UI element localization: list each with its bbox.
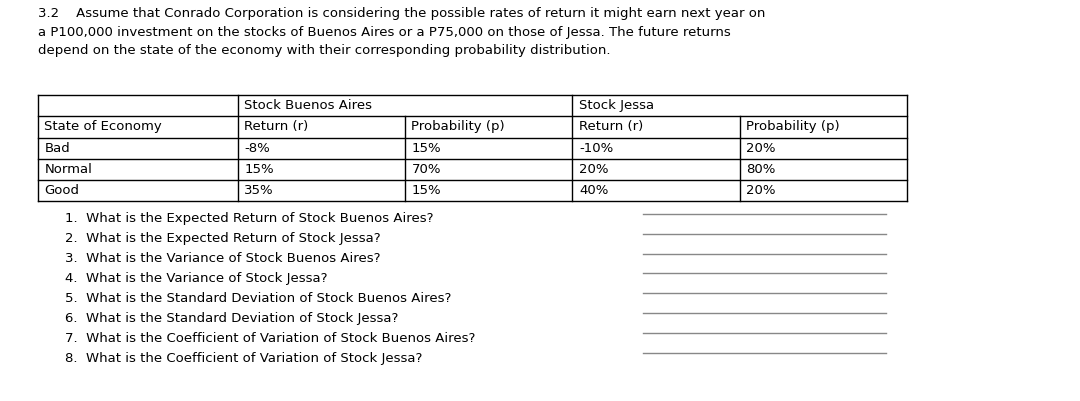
Text: Probability (p): Probability (p)	[411, 120, 505, 134]
Text: Return (r): Return (r)	[579, 120, 643, 134]
Text: 1.  What is the Expected Return of Stock Buenos Aires?: 1. What is the Expected Return of Stock …	[65, 212, 433, 225]
Text: Good: Good	[44, 184, 79, 197]
Text: 35%: 35%	[244, 184, 273, 197]
Text: 20%: 20%	[746, 142, 775, 155]
Text: 20%: 20%	[579, 163, 608, 176]
Text: Normal: Normal	[44, 163, 92, 176]
Text: 80%: 80%	[746, 163, 775, 176]
Text: 20%: 20%	[746, 184, 775, 197]
Text: -8%: -8%	[244, 142, 270, 155]
Text: 3.2    Assume that Conrado Corporation is considering the possible rates of retu: 3.2 Assume that Conrado Corporation is c…	[38, 7, 765, 57]
Text: Probability (p): Probability (p)	[746, 120, 840, 134]
Text: 15%: 15%	[244, 163, 273, 176]
Text: 6.  What is the Standard Deviation of Stock Jessa?: 6. What is the Standard Deviation of Sto…	[65, 312, 399, 324]
Text: 15%: 15%	[411, 184, 441, 197]
Text: Stock Buenos Aires: Stock Buenos Aires	[244, 99, 373, 112]
Text: -10%: -10%	[579, 142, 613, 155]
Text: Stock Jessa: Stock Jessa	[579, 99, 654, 112]
Text: State of Economy: State of Economy	[44, 120, 162, 134]
Text: 5.  What is the Standard Deviation of Stock Buenos Aires?: 5. What is the Standard Deviation of Sto…	[65, 292, 451, 305]
Text: 7.  What is the Coefficient of Variation of Stock Buenos Aires?: 7. What is the Coefficient of Variation …	[65, 332, 475, 344]
Text: 8.  What is the Coefficient of Variation of Stock Jessa?: 8. What is the Coefficient of Variation …	[65, 352, 422, 365]
Text: 2.  What is the Expected Return of Stock Jessa?: 2. What is the Expected Return of Stock …	[65, 232, 380, 245]
Text: 15%: 15%	[411, 142, 441, 155]
Text: 40%: 40%	[579, 184, 608, 197]
Text: 70%: 70%	[411, 163, 441, 176]
Text: 4.  What is the Variance of Stock Jessa?: 4. What is the Variance of Stock Jessa?	[65, 271, 327, 285]
Text: Bad: Bad	[44, 142, 70, 155]
Text: 3.  What is the Variance of Stock Buenos Aires?: 3. What is the Variance of Stock Buenos …	[65, 251, 380, 265]
Text: Return (r): Return (r)	[244, 120, 308, 134]
